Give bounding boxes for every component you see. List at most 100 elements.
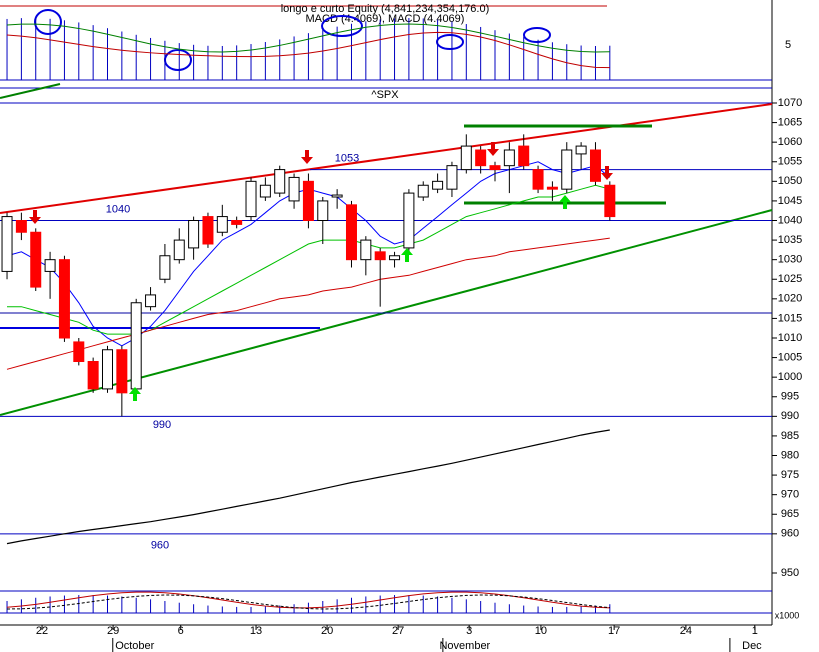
- candle-body: [446, 165, 458, 190]
- candle-body: [73, 341, 85, 362]
- circle: [321, 15, 363, 37]
- level-label: 1040: [106, 203, 130, 215]
- y-tick-label: 985: [781, 430, 799, 442]
- x-tick-label: 10: [535, 625, 547, 637]
- moving-average: [7, 184, 610, 335]
- x-tick-label: 3: [466, 625, 472, 637]
- candle-body: [575, 145, 587, 155]
- y-tick-label: 950: [781, 567, 799, 579]
- candle-body: [259, 184, 271, 198]
- x-tick-label: 29: [107, 625, 119, 637]
- resistance-trendline: [0, 103, 773, 214]
- y-tick-label: 1050: [778, 175, 802, 187]
- candle-body: [417, 184, 429, 198]
- candle-body: [546, 186, 558, 190]
- candle-body: [561, 149, 573, 190]
- y-tick-label: 1055: [778, 156, 802, 168]
- candle-body: [345, 204, 357, 261]
- macd-tick-label: 5: [785, 39, 791, 51]
- x-tick-label: 24: [680, 625, 692, 637]
- x-tick-label: 22: [36, 625, 48, 637]
- candle-body: [460, 145, 472, 171]
- candle-body: [216, 216, 228, 233]
- candle-body: [403, 192, 415, 249]
- y-tick-label: 1030: [778, 254, 802, 266]
- osc-line: [6, 591, 610, 609]
- y-tick-label: 1060: [778, 136, 802, 148]
- y-tick-label: 1045: [778, 195, 802, 207]
- candle-body: [202, 216, 214, 245]
- candle-body: [604, 184, 616, 218]
- sell-arrow: [601, 166, 613, 180]
- candle-body: [30, 231, 42, 288]
- candle-body: [101, 349, 113, 390]
- candle-body: [58, 259, 70, 339]
- level-label: 960: [151, 540, 169, 552]
- candle-body: [389, 255, 401, 261]
- y-tick-label: 975: [781, 469, 799, 481]
- scale-label: x1000: [775, 610, 800, 620]
- y-tick-label: 990: [781, 410, 799, 422]
- y-tick-label: 1020: [778, 293, 802, 305]
- candle-body: [116, 349, 128, 394]
- y-tick-label: 980: [781, 449, 799, 461]
- y-tick-label: 1065: [778, 116, 802, 128]
- candle-body: [489, 165, 501, 171]
- candle-body: [374, 251, 386, 261]
- candle-body: [274, 169, 286, 194]
- x-tick-label: 1: [752, 625, 758, 637]
- highlight-circles: [34, 9, 551, 71]
- y-tick-label: 1010: [778, 332, 802, 344]
- candle-body: [173, 239, 185, 261]
- level-label: 1053: [335, 152, 359, 164]
- y-tick-label: 1005: [778, 351, 802, 363]
- candle-body: [589, 149, 601, 182]
- x-tick-label: 17: [608, 625, 620, 637]
- y-tick-label: 1025: [778, 273, 802, 285]
- candle-body: [532, 169, 544, 190]
- header-title: longo e curto Equity (4,841,234,354,176.…: [281, 3, 490, 15]
- macd-signal: [7, 23, 610, 53]
- y-tick-label: 1035: [778, 234, 802, 246]
- candle-body: [188, 220, 200, 249]
- buy-arrow: [401, 248, 413, 262]
- candle-body: [87, 361, 99, 390]
- candle-body: [302, 180, 314, 221]
- y-tick-label: 970: [781, 489, 799, 501]
- candle-body: [331, 194, 343, 198]
- sell-arrow: [487, 142, 499, 156]
- sell-arrow: [29, 210, 41, 224]
- sell-arrow: [301, 150, 313, 164]
- candle-body: [432, 180, 444, 190]
- candle-body: [288, 176, 300, 202]
- candle-body: [159, 255, 171, 280]
- y-tick-label: 1040: [778, 214, 802, 226]
- candle-body: [44, 259, 56, 272]
- x-tick-label: 27: [392, 625, 404, 637]
- candle-body: [1, 216, 13, 272]
- candle-body: [245, 180, 257, 218]
- moving-average: [6, 237, 610, 370]
- candle-body: [130, 302, 142, 390]
- y-tick-label: 1000: [778, 371, 802, 383]
- equity-line: [6, 429, 610, 545]
- candle-body: [503, 149, 515, 167]
- osc-line: [7, 594, 610, 610]
- level-label: 990: [153, 419, 171, 431]
- chart-title: ^SPX: [371, 89, 399, 101]
- x-tick-label: 13: [250, 625, 262, 637]
- circle: [523, 27, 551, 43]
- candle-body: [231, 220, 243, 225]
- circle: [34, 9, 62, 35]
- circle: [436, 34, 464, 50]
- buy-arrow: [129, 387, 141, 401]
- month-label: Dec: [742, 640, 762, 652]
- trendline: [0, 83, 61, 99]
- month-label: November: [439, 640, 490, 652]
- candle-body: [518, 145, 530, 167]
- candle-body: [317, 200, 329, 222]
- x-tick-label: 6: [178, 625, 184, 637]
- y-tick-label: 965: [781, 508, 799, 520]
